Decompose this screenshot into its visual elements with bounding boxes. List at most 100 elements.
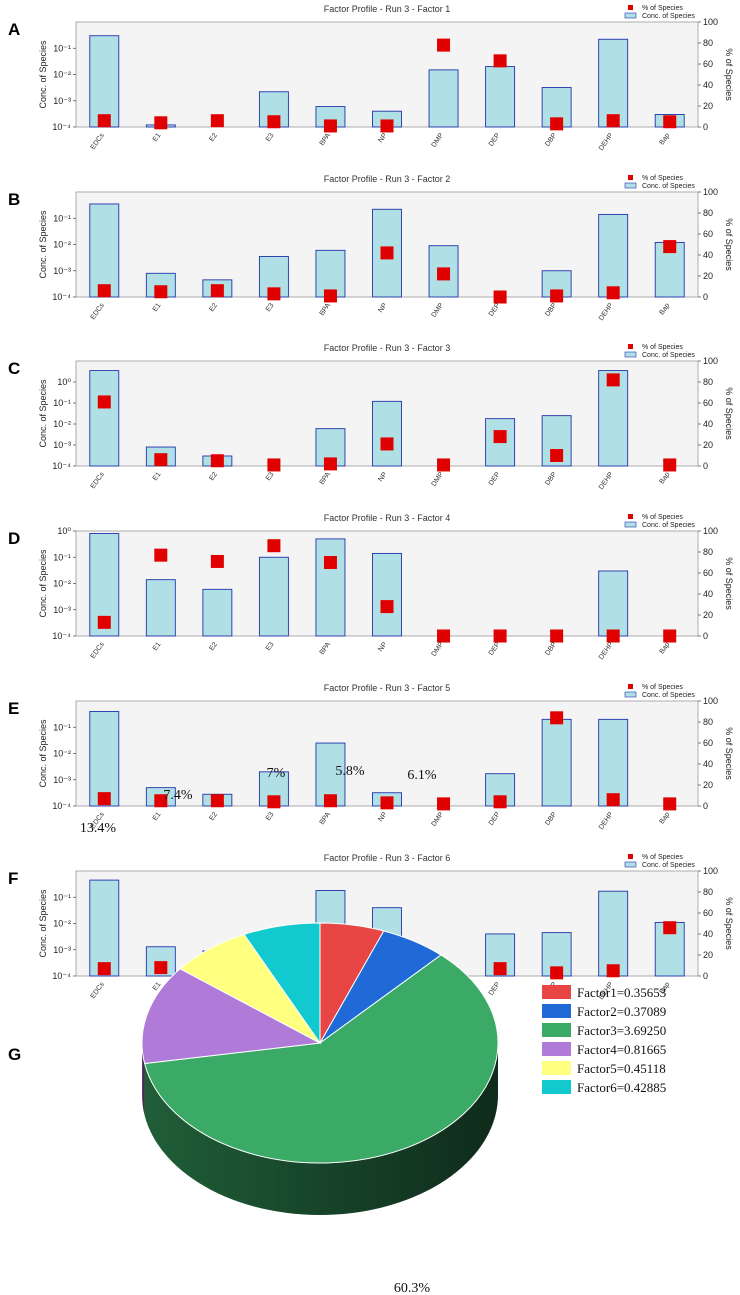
y-tick-label: 10⁻⁴ [52,292,71,302]
y2-tick-label: 40 [703,929,713,939]
marker-e1 [154,548,168,562]
bar-e2 [202,588,233,637]
bar-dehp [598,570,629,637]
legend-percent: % of Species [642,344,683,351]
marker-bap [663,115,677,129]
y-tick-label: 10⁻⁴ [52,631,71,641]
pie-legend-swatch-factor4 [542,1042,571,1056]
panel-label: G [8,1045,21,1064]
marker-edcs [97,792,111,806]
category-label: EDCs [90,981,107,1000]
category-label: DEP [488,471,502,487]
marker-dep [493,629,507,643]
y-tick-label: 10⁻³ [53,605,71,615]
y-tick-label: 10⁰ [57,526,71,536]
marker-e2 [210,554,224,568]
marker-dep [493,290,507,304]
y2-tick-label: 80 [703,208,713,218]
category-label: EDCs [90,471,107,490]
y-tick-label: 10⁻⁴ [52,801,71,811]
category-label: DMP [431,302,446,319]
category-label: NP [377,641,389,653]
y2-tick-label: 60 [703,398,713,408]
marker-dbp [550,966,564,980]
category-label: E1 [152,981,163,992]
y2-axis-title: % of Species [724,897,734,950]
marker-bap [663,629,677,643]
y2-tick-label: 0 [703,631,708,641]
category-label: NP [377,132,389,144]
marker-dbp [550,711,564,725]
category-label: E3 [265,132,276,143]
legend-conc: Conc. of Species [642,522,695,529]
marker-e3 [267,115,281,129]
category-label: DEP [488,302,502,318]
pie-legend-factor5: Factor5=0.45118 [577,1061,666,1076]
category-label: E3 [265,302,276,313]
marker-e3 [267,539,281,553]
marker-dmp [437,38,451,52]
category-label: DBP [544,811,558,827]
marker-e2 [210,284,224,298]
panel-title: Factor Profile - Run 3 - Factor 4 [324,513,451,523]
bar-e3 [258,771,289,807]
marker-e1 [154,285,168,299]
marker-e1 [154,453,168,467]
marker-dmp [437,629,451,643]
pie-legend-swatch-factor2 [542,1004,571,1018]
category-label: Bap [658,811,671,825]
panel-title: Factor Profile - Run 3 - Factor 1 [324,4,451,14]
marker-bpa [323,289,337,303]
bar-panel-c: C Factor Profile - Run 3 - Factor 3 10⁻⁴ 10… [8,343,734,491]
marker-bpa [323,119,337,133]
marker-dbp [550,449,564,462]
marker-edcs [97,962,111,976]
y2-tick-label: 20 [703,440,713,450]
category-label: E1 [152,132,163,143]
pie-legend-factor4: Factor4=0.81665 [577,1042,666,1057]
bar-panel-e: E Factor Profile - Run 3 - Factor 5 10⁻⁴ 10… [8,683,734,831]
marker-e3 [267,287,281,301]
bar-edcs [89,879,120,977]
y2-tick-label: 60 [703,908,713,918]
legend-swatch-conc [624,12,637,19]
category-label: EDCs [90,641,107,660]
marker-edcs [97,114,111,128]
marker-np [380,796,394,810]
y2-axis-title: % of Species [724,727,734,780]
legend-marker-percent [628,5,633,10]
bar-np [372,400,402,467]
legend-conc: Conc. of Species [642,692,695,699]
y-tick-label: 10⁻¹ [53,43,71,53]
marker-dmp [437,458,451,472]
legend-marker-percent [628,514,633,519]
category-label: DEHP [598,811,615,831]
marker-dehp [606,964,620,978]
marker-dehp [606,286,620,300]
y2-tick-label: 0 [703,292,708,302]
bar-edcs [89,370,120,467]
bar-dehp [598,370,629,467]
pie-legend-swatch-factor6 [542,1080,571,1094]
category-label: E2 [208,132,219,143]
pie-legend-factor1: Factor1=0.35653 [577,985,666,1000]
pie-legend-factor3: Factor3=3.69250 [577,1023,666,1038]
y-tick-label: 10⁻² [53,919,71,929]
marker-e3 [267,458,281,472]
y-tick-label: 10⁻² [53,419,71,429]
category-label: E3 [265,641,276,652]
y2-tick-label: 80 [703,377,713,387]
pie-legend-swatch-factor3 [542,1023,571,1037]
category-label: DEP [488,641,502,657]
y2-tick-label: 60 [703,59,713,69]
marker-e1 [154,116,168,130]
y-tick-label: 10⁻¹ [53,892,71,902]
y-tick-label: 10⁻³ [53,775,71,785]
legend-percent: % of Species [642,514,683,521]
y2-tick-label: 0 [703,122,708,132]
y2-tick-label: 60 [703,568,713,578]
marker-np [380,600,394,614]
pie-slice-factor4 [141,968,322,1065]
marker-dep [493,795,507,809]
y2-tick-label: 20 [703,950,713,960]
